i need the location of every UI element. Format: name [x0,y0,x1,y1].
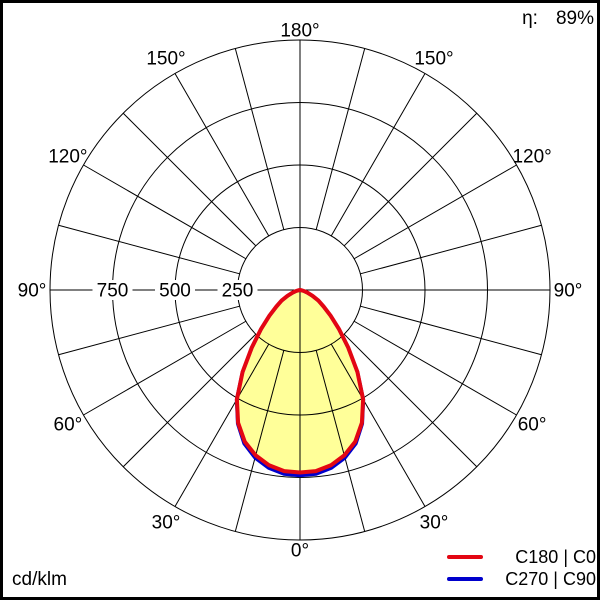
angle-label: 60° [54,415,83,436]
angle-label: 90° [18,281,47,302]
efficiency-label: η: 89% [522,8,594,30]
ring-label: 750 [97,281,129,302]
ring-label: 500 [159,281,191,302]
angle-label: 30° [420,513,449,534]
grid-spoke [315,48,366,230]
ring-label-bg [155,280,195,300]
angle-label: 0° [291,541,309,562]
grid-spoke [122,333,257,468]
angle-label: 30° [152,513,181,534]
grid-spoke [174,343,270,507]
grid-spoke [360,305,542,356]
angle-label: 180° [280,21,319,42]
grid-spoke [122,112,257,247]
unit-label: cd/klm [12,569,67,590]
angle-label: 120° [512,147,551,168]
legend-item-c90: C270 | C90 [447,568,596,590]
c180-c0-curve [234,288,366,475]
grid-spoke [360,224,542,275]
angle-label: 90° [554,281,583,302]
grid-spoke [83,164,247,260]
grid-spoke [174,73,270,237]
grid-spoke [353,320,517,416]
angle-label: 150° [414,48,453,69]
grid-spoke [234,350,285,532]
grid-spoke [330,73,426,237]
grid-spoke [83,320,247,416]
efficiency-value: 89% [555,8,594,29]
angle-label: 120° [48,147,87,168]
grid-spoke [234,48,285,230]
grid-spoke [330,343,426,507]
grid-spoke [315,350,366,532]
grid-spoke [58,224,240,275]
grid-spoke [343,333,478,468]
legend-item-c0: C180 | C0 [447,546,596,568]
legend-label-c0: C180 | C0 [515,546,596,567]
legend-line-blue [447,577,483,581]
angle-label: 150° [146,48,185,69]
chart-legend: C180 | C0 C270 | C90 [447,546,596,590]
legend-line-red [447,555,483,559]
grid-spoke [353,164,517,260]
grid-spoke [343,112,478,247]
ring-label-bg [92,280,133,300]
grid-spoke [58,305,240,356]
ring-label-bg [217,280,258,300]
angle-label: 60° [518,415,547,436]
efficiency-symbol: η: [522,8,538,29]
ring-label: 250 [222,281,254,302]
legend-label-c90: C270 | C90 [505,568,596,589]
